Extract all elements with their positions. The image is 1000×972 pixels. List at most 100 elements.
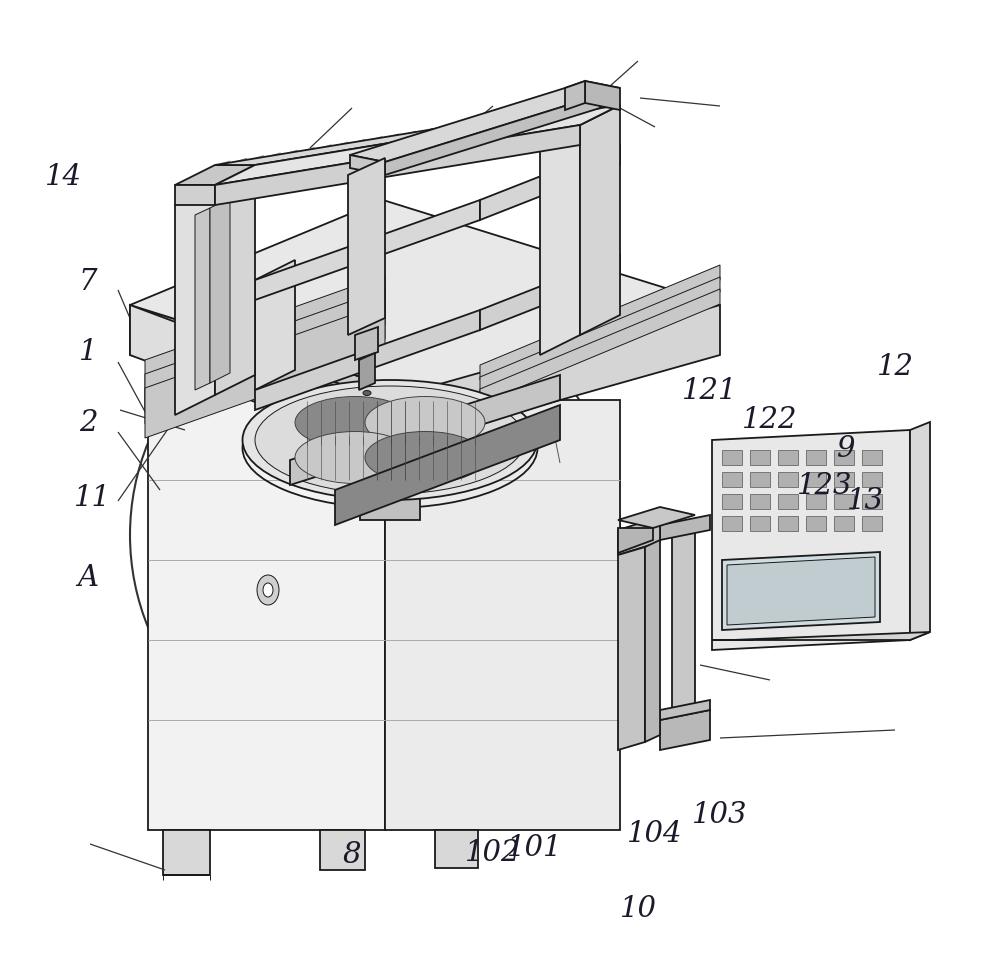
Bar	[862, 472, 882, 487]
Polygon shape	[215, 105, 620, 185]
Polygon shape	[660, 710, 710, 750]
Text: 13: 13	[846, 487, 884, 514]
Bar	[750, 472, 770, 487]
Text: 7: 7	[79, 268, 97, 295]
Polygon shape	[355, 327, 378, 360]
Polygon shape	[145, 275, 385, 410]
Polygon shape	[290, 375, 560, 485]
Polygon shape	[130, 305, 383, 450]
Polygon shape	[480, 289, 720, 404]
Polygon shape	[435, 830, 478, 868]
Polygon shape	[712, 430, 910, 650]
Bar	[750, 450, 770, 465]
Polygon shape	[348, 158, 385, 335]
Text: 104: 104	[627, 820, 683, 848]
Polygon shape	[480, 277, 720, 392]
Polygon shape	[350, 88, 600, 162]
Bar	[750, 494, 770, 509]
Polygon shape	[540, 125, 580, 355]
Bar	[834, 472, 854, 487]
Polygon shape	[360, 492, 420, 520]
Ellipse shape	[295, 432, 415, 483]
Polygon shape	[385, 400, 620, 830]
Bar	[722, 450, 742, 465]
Polygon shape	[383, 305, 720, 450]
Bar	[834, 494, 854, 509]
Polygon shape	[645, 540, 660, 742]
Bar	[722, 472, 742, 487]
Text: 121: 121	[682, 377, 738, 404]
Bar	[806, 516, 826, 531]
Polygon shape	[255, 260, 295, 390]
Polygon shape	[565, 81, 620, 95]
Polygon shape	[215, 105, 620, 165]
Polygon shape	[215, 165, 255, 395]
Polygon shape	[618, 507, 695, 528]
Polygon shape	[350, 155, 385, 175]
Polygon shape	[215, 125, 580, 205]
Text: 101: 101	[507, 834, 563, 861]
Bar	[834, 450, 854, 465]
Bar	[862, 516, 882, 531]
Ellipse shape	[255, 386, 525, 494]
Ellipse shape	[365, 432, 485, 483]
Bar	[806, 472, 826, 487]
Polygon shape	[722, 552, 880, 630]
Text: 103: 103	[692, 801, 748, 828]
Bar	[778, 516, 798, 531]
Polygon shape	[660, 515, 710, 540]
Bar	[778, 494, 798, 509]
Polygon shape	[585, 81, 620, 110]
Polygon shape	[320, 830, 365, 870]
Polygon shape	[580, 105, 620, 335]
Polygon shape	[255, 200, 480, 300]
Bar	[862, 494, 882, 509]
Text: 11: 11	[74, 484, 110, 511]
Polygon shape	[910, 422, 930, 640]
Polygon shape	[145, 303, 385, 438]
Text: 10: 10	[620, 895, 656, 922]
Text: 14: 14	[44, 163, 82, 191]
Polygon shape	[727, 557, 875, 625]
Polygon shape	[480, 145, 620, 220]
Text: 1: 1	[79, 338, 97, 365]
Polygon shape	[712, 632, 930, 640]
Bar	[806, 494, 826, 509]
Polygon shape	[480, 255, 620, 330]
Bar	[722, 494, 742, 509]
Polygon shape	[175, 185, 215, 205]
Polygon shape	[540, 105, 620, 125]
Polygon shape	[175, 165, 255, 185]
Text: A: A	[78, 565, 98, 592]
Polygon shape	[672, 523, 695, 730]
Polygon shape	[618, 547, 645, 750]
Ellipse shape	[365, 397, 485, 448]
Bar	[862, 450, 882, 465]
Bar	[722, 516, 742, 531]
Bar	[834, 516, 854, 531]
Text: 9: 9	[836, 435, 854, 463]
Text: 102: 102	[465, 840, 521, 867]
Polygon shape	[163, 830, 210, 875]
Ellipse shape	[257, 575, 279, 605]
Polygon shape	[175, 185, 215, 415]
Text: 2: 2	[79, 409, 97, 436]
Ellipse shape	[263, 583, 273, 597]
Ellipse shape	[363, 391, 371, 396]
Text: 12: 12	[876, 354, 914, 381]
Polygon shape	[480, 265, 720, 380]
Polygon shape	[385, 95, 600, 175]
Polygon shape	[660, 700, 710, 720]
Bar	[778, 472, 798, 487]
Polygon shape	[359, 353, 375, 390]
Polygon shape	[195, 208, 210, 390]
Polygon shape	[335, 405, 560, 525]
Polygon shape	[255, 310, 480, 410]
Polygon shape	[618, 528, 653, 553]
Polygon shape	[145, 289, 385, 424]
Text: 8: 8	[343, 842, 361, 869]
Ellipse shape	[295, 397, 415, 448]
Ellipse shape	[242, 380, 538, 500]
Text: 123: 123	[797, 472, 853, 500]
Polygon shape	[130, 305, 467, 460]
